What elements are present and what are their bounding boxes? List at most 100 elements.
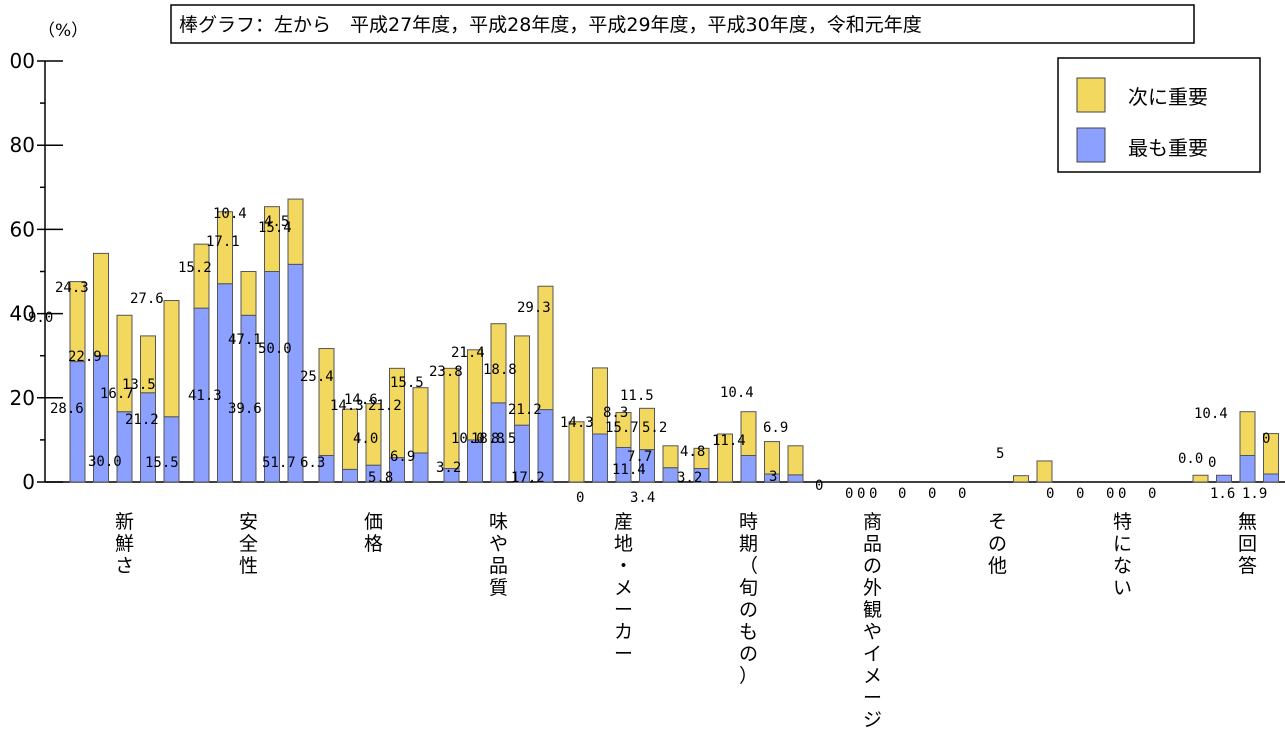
value-label: 14.6 bbox=[344, 392, 378, 408]
bar-most-important bbox=[662, 467, 679, 483]
value-label: 0 bbox=[1106, 486, 1114, 502]
value-label: 3.2 bbox=[677, 470, 702, 486]
value-label: 39.6 bbox=[228, 401, 262, 417]
category-label: その他 bbox=[988, 511, 1007, 577]
value-label: 21.2 bbox=[368, 398, 402, 414]
value-label: 0 bbox=[958, 486, 966, 502]
value-label: 18.8 bbox=[483, 362, 517, 378]
value-label: 14.3 bbox=[330, 398, 364, 414]
value-label: 0 bbox=[1118, 486, 1126, 502]
bar-most-important bbox=[1239, 454, 1256, 483]
bar-second-important bbox=[467, 349, 483, 441]
unit-label: （%） bbox=[38, 21, 88, 41]
value-label: 5 bbox=[996, 446, 1004, 462]
legend-label-second: 次に重要 bbox=[1128, 85, 1208, 109]
value-label: 17.2 bbox=[511, 470, 545, 486]
value-label: 4.0 bbox=[353, 431, 378, 447]
value-label: 23.8 bbox=[429, 364, 463, 380]
value-label: 0 bbox=[815, 478, 823, 494]
value-label: 15.2 bbox=[178, 260, 212, 276]
bar-second-important bbox=[740, 411, 757, 456]
legend-swatch-second bbox=[1076, 77, 1106, 113]
value-label: 14.3 bbox=[560, 415, 594, 431]
y-tick-label: 40 bbox=[10, 302, 35, 326]
value-label: 0 bbox=[1262, 431, 1270, 447]
bar-second-important bbox=[69, 281, 86, 363]
bar-second-important bbox=[568, 421, 585, 483]
value-label: 7.7 bbox=[627, 449, 652, 465]
value-label: 15.5 bbox=[390, 375, 424, 391]
value-label: 4.5 bbox=[264, 214, 289, 230]
bar-second-important bbox=[639, 407, 655, 451]
bar-second-important bbox=[287, 198, 304, 265]
bar-second-important bbox=[389, 367, 405, 459]
bar-second-important bbox=[116, 314, 133, 413]
value-label: 8.5 bbox=[491, 431, 516, 447]
category-label: 価格 bbox=[364, 511, 383, 555]
value-label: 15.5 bbox=[145, 455, 179, 471]
value-label: 0 bbox=[845, 486, 853, 502]
y-tick-label: 0 bbox=[22, 470, 35, 494]
bar-second-important bbox=[318, 348, 335, 456]
bar-second-important bbox=[787, 445, 804, 476]
category-label: 時期（旬のもの） bbox=[739, 511, 758, 687]
value-label: 5.2 bbox=[642, 420, 667, 436]
category-label: 特にない bbox=[1113, 511, 1132, 599]
bar-second-important bbox=[717, 433, 733, 483]
value-label: 0 bbox=[1208, 455, 1216, 471]
bar-second-important bbox=[365, 403, 382, 466]
value-label: 0 bbox=[857, 486, 865, 502]
value-label: 3.2 bbox=[436, 460, 461, 476]
value-label: 0 bbox=[1076, 486, 1084, 502]
bar-second-important bbox=[1013, 475, 1029, 483]
y-tick-label: 00 bbox=[10, 49, 35, 73]
value-label: 9.0 bbox=[28, 310, 53, 326]
bar-most-important bbox=[787, 474, 804, 483]
value-label: 1.6 bbox=[1210, 486, 1235, 502]
legend: 次に重要 最も重要 bbox=[1057, 57, 1261, 173]
value-label: 25.4 bbox=[300, 369, 334, 385]
value-label: 16.7 bbox=[100, 386, 134, 402]
value-label: 21.2 bbox=[508, 402, 542, 418]
category-label: 産地・メーカー bbox=[614, 511, 633, 665]
y-tick-label: 60 bbox=[10, 217, 35, 241]
value-label: 0 bbox=[576, 490, 584, 506]
value-label: 21.4 bbox=[451, 345, 485, 361]
bar-second-important bbox=[93, 252, 109, 357]
bar-second-important bbox=[1036, 460, 1053, 483]
value-label: 15.4 bbox=[258, 220, 292, 236]
bar-second-important bbox=[537, 285, 554, 411]
value-label: 10.4 bbox=[1194, 406, 1228, 422]
value-label: 6.9 bbox=[390, 449, 415, 465]
value-label: 1.9 bbox=[1242, 486, 1267, 502]
value-label: 10.0 bbox=[451, 431, 485, 447]
value-label: 6.3 bbox=[300, 455, 325, 471]
value-label: 10.4 bbox=[720, 385, 754, 401]
value-label: 50.0 bbox=[258, 341, 292, 357]
value-label: 41.3 bbox=[188, 388, 222, 404]
category-label: 味や品質 bbox=[489, 511, 508, 599]
bars bbox=[69, 198, 1279, 483]
value-label: 11.4 bbox=[712, 433, 746, 449]
bar-second-important bbox=[764, 441, 780, 475]
value-label: 4.8 bbox=[680, 444, 705, 460]
value-label: 10.4 bbox=[213, 206, 247, 222]
bar-most-important bbox=[740, 454, 757, 483]
value-label: 0 bbox=[928, 486, 936, 502]
value-label: 0 bbox=[1148, 486, 1156, 502]
category-label: 安全性 bbox=[239, 511, 258, 577]
bar-second-important bbox=[592, 367, 608, 435]
category-labels: 新鮮さ 安全性 価格 味や品質 産地・メーカー 時期（旬のもの） 商品の外観やイメージ その他… bbox=[115, 511, 1257, 731]
bar-second-important bbox=[1192, 474, 1209, 483]
value-label: 11.4 bbox=[612, 462, 646, 478]
bar-second-important bbox=[163, 300, 180, 418]
value-label: 47.1 bbox=[228, 332, 262, 348]
value-label: 6.9 bbox=[763, 420, 788, 436]
bar-second-important bbox=[412, 387, 429, 454]
value-label: 15.7 bbox=[605, 420, 639, 436]
bar-second-important bbox=[615, 412, 632, 448]
bar-second-important bbox=[240, 271, 257, 316]
y-tick-label: 20 bbox=[10, 386, 35, 410]
bar-second-important bbox=[1263, 433, 1279, 475]
